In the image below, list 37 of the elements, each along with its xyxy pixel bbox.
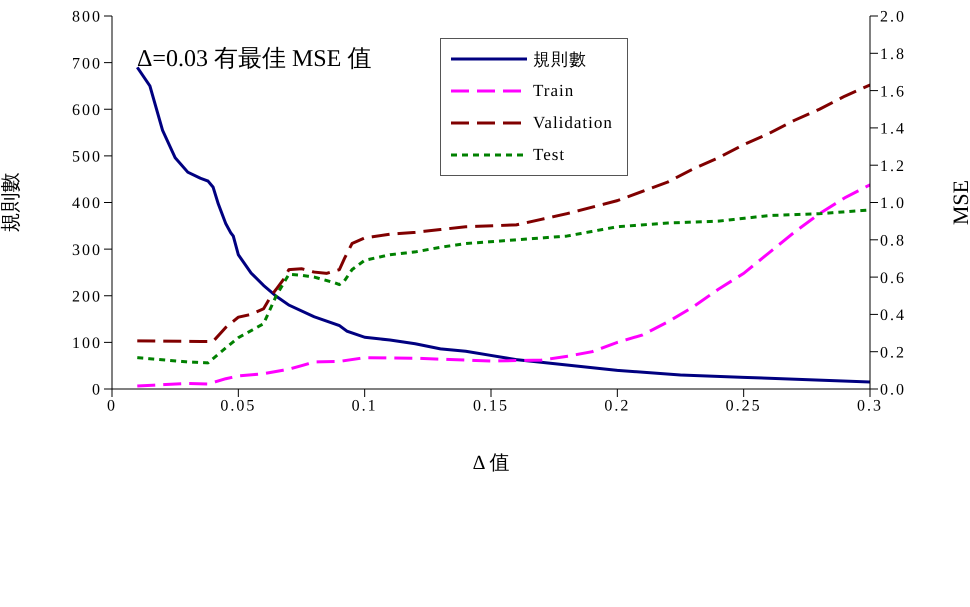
y2-tick-label: 1.8 [880,46,906,63]
y2-tick-label: 0.4 [880,307,906,324]
y-tick-label: 400 [72,195,102,212]
legend-label: Test [533,145,566,165]
y2-tick-label: 1.2 [880,158,906,175]
y-tick-label: 300 [72,242,102,259]
line-series [136,183,870,388]
legend-label: Validation [533,113,613,133]
y-tick-label: 800 [72,8,102,26]
y-tick-label: 0 [92,382,102,399]
x-tick-label: 0.25 [726,397,762,414]
x-tick-label: 0.2 [604,397,630,414]
x-tick-label: 0.3 [857,397,883,414]
y2-tick-label: 1.4 [880,120,906,138]
x-axis-title: Δ 值 [472,452,510,474]
annotation: Δ=0.03 有最佳 MSE 值 [137,45,372,74]
y-tick-label: 200 [72,288,102,306]
legend-label: 規則數 [533,48,587,70]
y-tick-label: 500 [72,148,102,166]
y2-tick-label: 0.0 [880,382,906,399]
x-tick-label: 0 [107,397,117,414]
y-tick-label: 700 [72,55,102,72]
y2-axis-title: MSE [948,180,970,226]
x-tick-label: 0.05 [220,397,256,414]
legend-label: Train [533,81,574,101]
y-tick-label: 600 [72,102,102,119]
x-tick-label: 0.15 [473,397,509,414]
x-tick-label: 0.1 [352,397,378,414]
y2-tick-label: 0.6 [880,270,906,287]
y-axis-title: 規則數 [0,172,22,232]
y2-tick-label: 1.0 [880,195,906,212]
y2-tick-label: 0.2 [880,344,906,362]
y2-tick-label: 2.0 [880,8,906,26]
line-series [136,84,870,343]
y-tick-label: 100 [72,335,102,352]
y2-tick-label: 0.8 [880,232,906,250]
y2-tick-label: 1.6 [880,83,906,100]
